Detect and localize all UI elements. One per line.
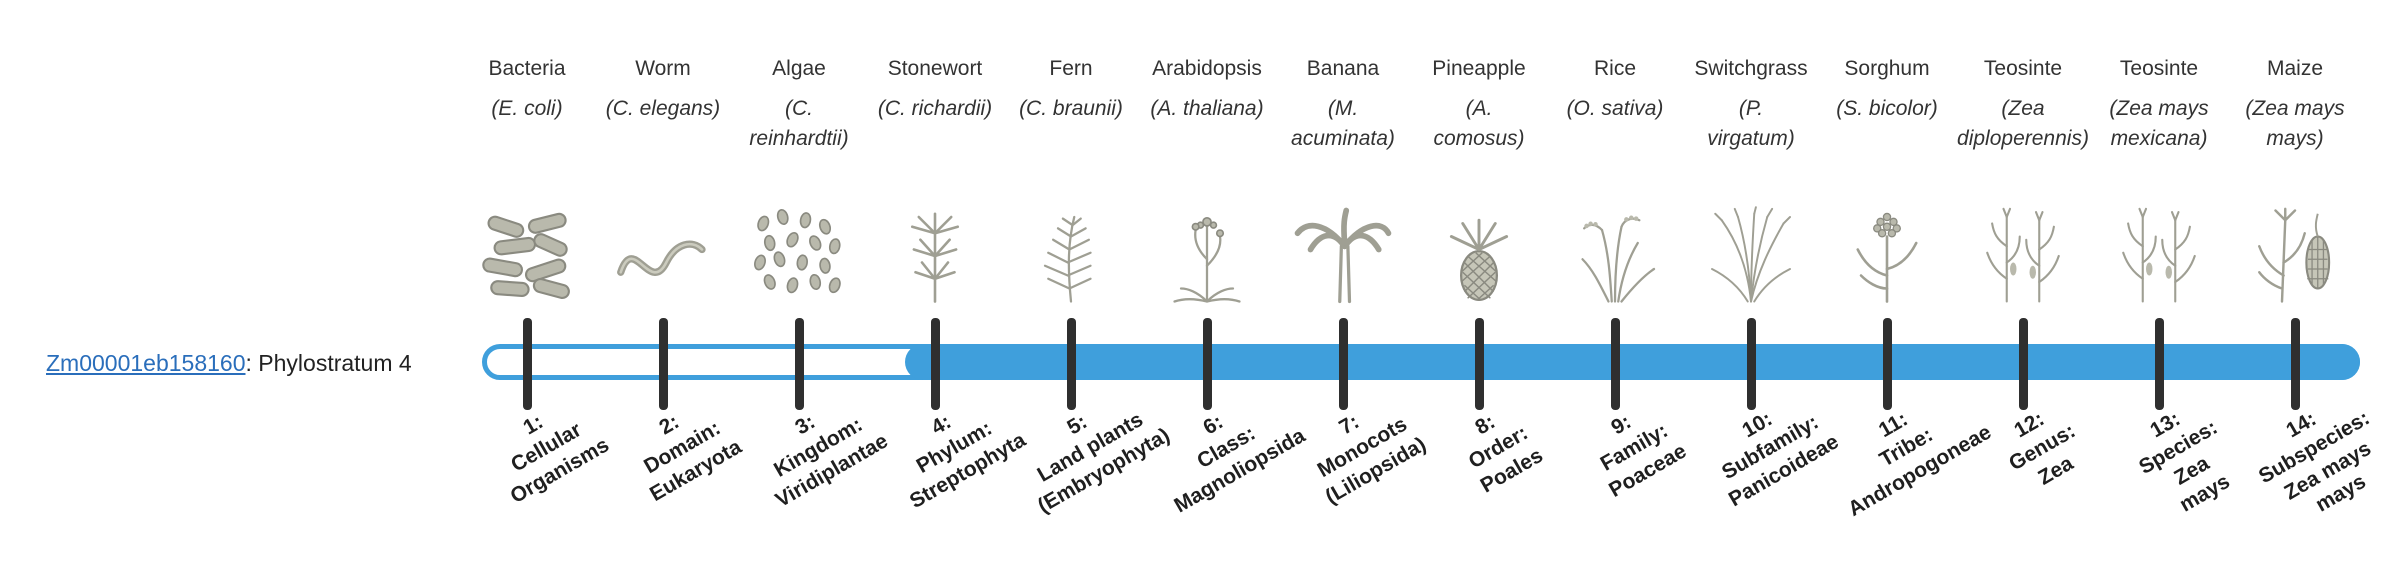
phylostratum-tick: [1339, 318, 1348, 410]
sorghum-icon: [1833, 204, 1941, 308]
phylostratum-tick: [1747, 318, 1756, 410]
organism-name: Rice: [1593, 57, 1636, 80]
phylostratum-tick: [2291, 318, 2300, 410]
organism-column: Maize (Zea mays mays): [2225, 56, 2365, 308]
organism-scientific-name: (C. richardii): [877, 97, 993, 121]
organism-scientific-name: (E. coli): [491, 97, 563, 121]
teosinte-icon: [2105, 204, 2213, 308]
phylostrata-bar-fill: [905, 344, 2360, 380]
phylostratum-tick: [1611, 318, 1620, 410]
organism-scientific-name: (S. bicolor): [1836, 97, 1938, 121]
arabidopsis-icon: [1153, 204, 1261, 308]
organism-name: Banana: [1306, 57, 1380, 80]
organism-scientific-name: (C. braunii): [1019, 97, 1123, 121]
algae-icon: [745, 204, 853, 308]
organism-name: Teosinte: [2119, 57, 2199, 80]
phylostratum-tick: [2019, 318, 2028, 410]
organism-scientific-name: (Zea mays mays): [2245, 97, 2345, 150]
stonewort-icon: [881, 204, 989, 308]
organism-scientific-name: (C. reinhardtii): [749, 97, 849, 150]
pineapple-icon: [1425, 204, 1533, 308]
organism-scientific-name: (A. thaliana): [1150, 97, 1264, 121]
organism-column: Rice (O. sativa): [1545, 56, 1685, 308]
organism-scientific-name: (C. elegans): [605, 97, 721, 121]
organism-column: Bacteria (E. coli): [457, 56, 597, 308]
organism-name: Fern: [1049, 57, 1093, 80]
bacteria-icon: [473, 204, 581, 308]
organism-name: Sorghum: [1844, 57, 1930, 80]
fern-icon: [1017, 204, 1125, 308]
organism-column: Switchgrass (P. virgatum): [1681, 56, 1821, 308]
organism-scientific-name: (P. virgatum): [1707, 97, 1795, 150]
organism-column: Pineapple (A. comosus): [1409, 56, 1549, 308]
phylostratum-tick: [795, 318, 804, 410]
phylostratum-tick: [659, 318, 668, 410]
organism-name: Switchgrass: [1694, 57, 1808, 80]
phylostratum-tick: [2155, 318, 2164, 410]
phylostratum-tick: [1883, 318, 1892, 410]
organism-scientific-name: (Zea mays mexicana): [2109, 97, 2209, 150]
organism-name: Bacteria: [488, 57, 566, 80]
phylostratum-tick: [931, 318, 940, 410]
gene-label: Zm00001eb158160: Phylostratum 4: [46, 350, 412, 377]
organism-column: Stonewort (C. richardii): [865, 56, 1005, 308]
organism-scientific-name: (A. comosus): [1433, 97, 1525, 150]
organism-column: Fern (C. braunii): [1001, 56, 1141, 308]
teosinte-icon: [1969, 204, 2077, 308]
organism-column: Teosinte (Zea diploperennis): [1953, 56, 2093, 308]
organism-name: Pineapple: [1432, 57, 1526, 80]
organism-column: Teosinte (Zea mays mexicana): [2089, 56, 2229, 308]
organism-column: Algae (C. reinhardtii): [729, 56, 869, 308]
organism-name: Stonewort: [887, 57, 983, 80]
banana-icon: [1289, 204, 1397, 308]
worm-icon: [609, 204, 717, 308]
phylostratum-tick: [1067, 318, 1076, 410]
phylostratum-tick: [1475, 318, 1484, 410]
gene-phylostratum-text: : Phylostratum 4: [245, 350, 412, 376]
rice-icon: [1561, 204, 1669, 308]
organism-scientific-name: (M. acuminata): [1291, 97, 1395, 150]
organism-scientific-name: (O. sativa): [1566, 97, 1664, 121]
organism-name: Algae: [772, 57, 826, 80]
phylostratum-tick: [1203, 318, 1212, 410]
phylostratum-tick: [523, 318, 532, 410]
organism-name: Maize: [2266, 57, 2324, 80]
organism-column: Sorghum (S. bicolor): [1817, 56, 1957, 308]
organism-scientific-name: (Zea diploperennis): [1957, 97, 2089, 150]
organism-column: Banana (M. acuminata): [1273, 56, 1413, 308]
organism-column: Worm (C. elegans): [593, 56, 733, 308]
switchgrass-icon: [1697, 204, 1805, 308]
maize-icon: [2241, 204, 2349, 308]
organism-name: Worm: [635, 57, 691, 80]
gene-id-link[interactable]: Zm00001eb158160: [46, 350, 246, 376]
organism-name: Teosinte: [1983, 57, 2063, 80]
organism-column: Arabidopsis (A. thaliana): [1137, 56, 1277, 308]
organism-name: Arabidopsis: [1152, 57, 1262, 80]
